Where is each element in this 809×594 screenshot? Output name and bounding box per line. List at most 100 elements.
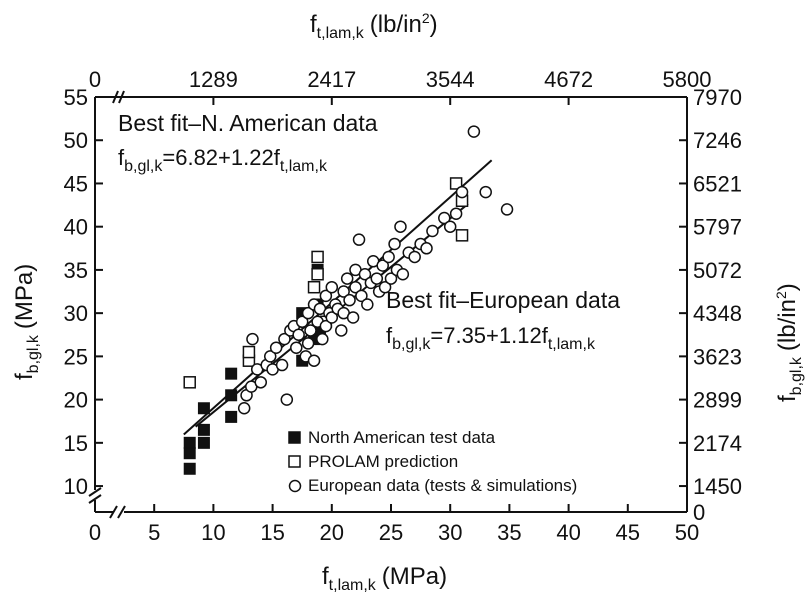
- right-title-unit: (lb/in: [774, 299, 801, 351]
- right-tick-label: 5072: [693, 258, 742, 283]
- data-point-european: [237, 402, 251, 415]
- na-eq-rhs-sub: t,lam,k: [280, 158, 328, 175]
- best-fit-line: [183, 159, 493, 436]
- legend-label-prolam: PROLAM prediction: [308, 452, 458, 471]
- left-tick-label: 15: [64, 431, 88, 456]
- data-point-european: [325, 280, 339, 294]
- data-point-prolam: [307, 280, 321, 294]
- right-title-sup: 2: [773, 291, 789, 299]
- right-tick-label: 7970: [693, 85, 742, 110]
- right-title-sub: b,gl,k: [788, 356, 805, 395]
- data-point-european: [325, 311, 339, 324]
- data-point-european: [455, 185, 469, 199]
- top-tick-label: 4672: [544, 67, 593, 92]
- top-title-unit: (lb/in: [370, 11, 422, 38]
- data-point-prolam: [311, 250, 324, 264]
- left-tick-label: 10: [64, 474, 88, 499]
- left-tick-label: 45: [64, 171, 88, 196]
- bottom-title-main: f: [322, 563, 329, 590]
- data-point-european: [340, 272, 354, 285]
- top-title-sup: 2: [422, 10, 430, 26]
- data-point-european: [346, 311, 360, 324]
- data-point-european: [290, 341, 303, 354]
- data-point-european: [438, 211, 451, 225]
- data-point-european: [352, 233, 366, 246]
- right-tick-label: 5797: [693, 215, 742, 240]
- top-tick-label: 1289: [189, 67, 238, 92]
- eu-fit-title: Best fit–European data: [386, 287, 620, 313]
- top-title-sub: t,lam,k: [317, 25, 365, 42]
- eu-eq-mid: =7.35+1.12f: [430, 323, 548, 348]
- right-title-close: ): [774, 283, 801, 291]
- data-point-european: [335, 324, 348, 337]
- na-eq-lhs: f: [118, 145, 125, 170]
- legend-label-north-american: North American test data: [308, 428, 496, 447]
- data-point-european: [343, 293, 356, 307]
- right-tick-label: 2174: [693, 431, 742, 456]
- bottom-tick-label: 40: [556, 520, 580, 545]
- data-point-north-american: [225, 410, 238, 423]
- bottom-title-unit: (MPa): [382, 563, 447, 590]
- top-tick-label: 3544: [426, 67, 475, 92]
- data-point-european: [304, 324, 317, 337]
- data-point-european: [254, 376, 268, 389]
- legend-label-european: European data (tests & simulations): [308, 476, 577, 495]
- data-point-north-american: [197, 436, 210, 449]
- top-title-close: ): [430, 11, 438, 38]
- bottom-tick-label: 15: [260, 520, 284, 545]
- data-point-european: [263, 350, 277, 363]
- data-point-european: [319, 319, 333, 333]
- na-eq-lhs-sub: b,gl,k: [124, 158, 163, 175]
- data-point-european: [358, 267, 372, 281]
- data-point-european: [295, 315, 309, 329]
- data-point-european: [337, 285, 350, 298]
- data-point-prolam: [183, 376, 196, 389]
- left-title-sub: b,gl,k: [25, 334, 42, 373]
- right-tick-label: 2899: [693, 388, 742, 413]
- bottom-tick-label: 0: [89, 520, 101, 545]
- data-point-european: [388, 237, 401, 251]
- data-point-european: [307, 354, 321, 367]
- bottom-tick-label: 20: [320, 520, 344, 545]
- top-title-main: f: [310, 11, 317, 38]
- bottom-tick-label: 5: [148, 520, 160, 545]
- data-points: [183, 125, 514, 475]
- data-point-european: [319, 289, 333, 303]
- left-title-main: f: [11, 373, 38, 380]
- legend-marker-open-circle: [288, 479, 302, 493]
- data-point-european: [316, 332, 329, 346]
- left-axis-break-mark: [88, 494, 102, 504]
- right-tick-label: 7246: [693, 128, 742, 153]
- left-tick-label: 25: [64, 344, 88, 369]
- data-point-european: [500, 203, 514, 216]
- data-point-european: [370, 272, 384, 285]
- na-eq-mid: =6.82+1.22f: [162, 145, 280, 170]
- bottom-tick-label: 25: [379, 520, 403, 545]
- top-tick-label: 5800: [663, 67, 712, 92]
- data-point-european: [467, 125, 481, 138]
- bottom-axis-break-mark: [109, 505, 118, 519]
- data-point-north-american: [197, 402, 210, 415]
- legend-marker-open-square: [288, 455, 301, 468]
- data-point-prolam: [242, 345, 256, 359]
- data-point-european: [382, 250, 395, 264]
- data-point-north-american: [225, 389, 238, 402]
- data-point-european: [280, 393, 294, 406]
- right-tick-label: 1450: [693, 474, 742, 499]
- data-point-european: [246, 332, 259, 346]
- bottom-tick-label: 45: [616, 520, 640, 545]
- eu-eq-rhs-sub: t,lam,k: [548, 336, 596, 353]
- bottom-axis-title: ft,lam,k (MPa): [322, 563, 447, 594]
- left-tick-label: 35: [64, 258, 88, 283]
- bottom-tick-label: 50: [675, 520, 699, 545]
- top-tick-label: 2417: [307, 67, 356, 92]
- data-point-north-american: [183, 436, 196, 449]
- top-tick-label: 0: [89, 67, 101, 92]
- data-point-european: [394, 220, 407, 233]
- data-point-north-american: [183, 462, 196, 475]
- left-title-unit: (MPa): [11, 264, 38, 329]
- axis-ticks: 0 5 10 15 20 25 30 35 40 45 50 10 15 20 25 30 35 40 45 50 55…: [64, 67, 742, 545]
- data-point-north-american: [197, 423, 210, 436]
- top-axis-break-mark: [112, 90, 119, 104]
